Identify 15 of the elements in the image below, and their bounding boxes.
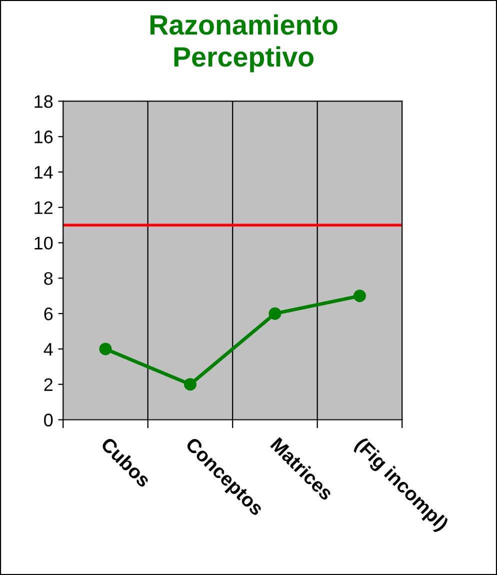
- point: [99, 342, 112, 356]
- point: [268, 307, 282, 320]
- y-tick-label: 18: [34, 95, 53, 108]
- y-tick-label: 8: [44, 272, 53, 285]
- y-tick-label: 0: [44, 414, 53, 426]
- y-tick-label: 2: [44, 378, 52, 391]
- chart-title: Razonamiento Perceptivo: [150, 14, 338, 72]
- y-tick-label: 10: [34, 236, 53, 250]
- y-tick-label: 4: [44, 343, 53, 356]
- point: [353, 290, 366, 302]
- y-tick-label: 12: [34, 201, 52, 214]
- y-tick-label: 14: [34, 166, 53, 179]
- y-tick-label: 16: [34, 130, 53, 144]
- y-tick-label: 6: [44, 308, 53, 320]
- point: [184, 378, 196, 391]
